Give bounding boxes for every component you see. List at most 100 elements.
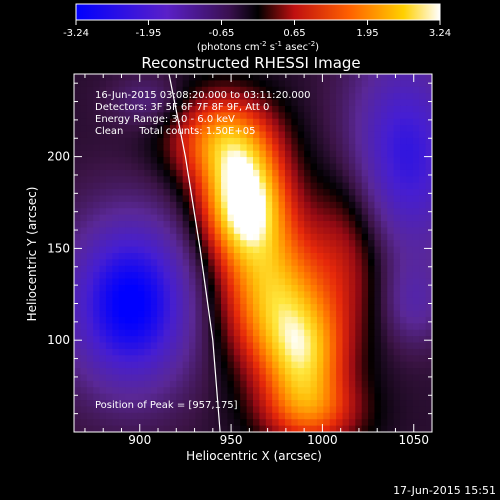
heatmap-cell [368,265,376,273]
heatmap-cell [240,310,248,318]
heatmap-cell [380,195,388,203]
heatmap-cell [144,374,152,382]
heatmap-cell [118,291,126,299]
heatmap [74,74,432,432]
heatmap-cell [176,297,184,305]
heatmap-cell [380,253,388,260]
heatmap-cell [214,201,222,209]
heatmap-cell [284,253,292,260]
heatmap-cell [233,125,241,133]
heatmap-cell [246,348,254,356]
heatmap-cell [342,227,350,235]
heatmap-cell [297,412,305,420]
heatmap-cell [368,201,376,209]
heatmap-cell [201,221,209,229]
heatmap-cell [374,336,382,344]
heatmap-cell [284,80,292,88]
heatmap-cell [112,393,120,401]
heatmap-cell [74,227,81,235]
heatmap-cell [412,74,420,81]
heatmap-cell [291,99,299,107]
heatmap-cell [233,99,241,107]
heatmap-cell [93,150,101,158]
heatmap-cell [221,208,229,216]
heatmap-cell [259,412,267,420]
heatmap-cell [387,297,395,305]
heatmap-cell [291,265,299,273]
heatmap-cell [86,131,94,139]
heatmap-cell [99,284,107,292]
heatmap-cell [272,284,280,292]
heatmap-cell [304,227,312,235]
heatmap-cell [419,118,427,126]
heatmap-cell [361,131,369,139]
heatmap-cell [201,265,209,273]
heatmap-cell [157,323,165,331]
heatmap-cell [227,214,235,222]
heatmap-cell [144,86,152,94]
heatmap-cell [137,342,145,350]
heatmap-cell [400,348,408,356]
heatmap-cell [86,304,94,312]
heatmap-cell [125,221,133,229]
heatmap-cell [374,112,382,120]
heatmap-cell [169,80,177,88]
heatmap-cell [74,201,81,209]
heatmap-cell [348,253,356,260]
heatmap-cell [105,400,113,408]
heatmap-cell [86,144,94,152]
heatmap-cell [227,329,235,337]
heatmap-cell [233,221,241,229]
heatmap-cell [387,387,395,395]
heatmap-cell [99,221,107,229]
heatmap-cell [393,150,401,158]
heatmap-cell [278,291,286,299]
heatmap-cell [189,208,197,216]
heatmap-cell [368,99,376,107]
heatmap-cell [393,316,401,324]
heatmap-cell [400,425,408,432]
heatmap-cell [259,246,267,254]
heatmap-cell [233,144,241,152]
heatmap-cell [74,310,81,318]
heatmap-cell [361,329,369,337]
heatmap-cell [253,195,260,203]
heatmap-cell [361,214,369,222]
heatmap-cell [221,355,229,363]
heatmap-cell [214,412,222,420]
heatmap-cell [169,304,177,312]
heatmap-cell [233,323,241,331]
heatmap-cell [374,323,382,331]
heatmap-cell [400,400,408,408]
heatmap-cell [201,118,209,126]
heatmap-cell [86,163,94,171]
heatmap-cell [316,368,324,376]
heatmap-cell [137,137,145,145]
heatmap-cell [425,137,432,145]
heatmap-cell [336,342,344,350]
y-axis-label: Heliocentric Y (arcsec) [25,187,39,322]
heatmap-cell [425,189,432,197]
heatmap-cell [265,406,273,414]
heatmap-cell [137,80,145,88]
heatmap-cell [240,368,248,376]
heatmap-cell [284,259,292,267]
heatmap-cell [208,112,216,120]
heatmap-cell [316,278,324,286]
heatmap-cell [272,323,280,331]
heatmap-cell [284,118,292,126]
heatmap-cell [86,118,94,126]
heatmap-cell [144,310,152,318]
heatmap-cell [253,425,260,432]
heatmap-cell [150,336,158,344]
heatmap-cell [99,176,107,184]
heatmap-cell [125,387,133,395]
heatmap-cell [380,118,388,126]
heatmap-cell [304,361,312,369]
heatmap-cell [195,323,203,331]
heatmap-cell [348,144,356,152]
heatmap-cell [329,425,337,432]
heatmap-cell [412,284,420,292]
heatmap-cell [406,336,414,344]
heatmap-cell [361,112,369,120]
